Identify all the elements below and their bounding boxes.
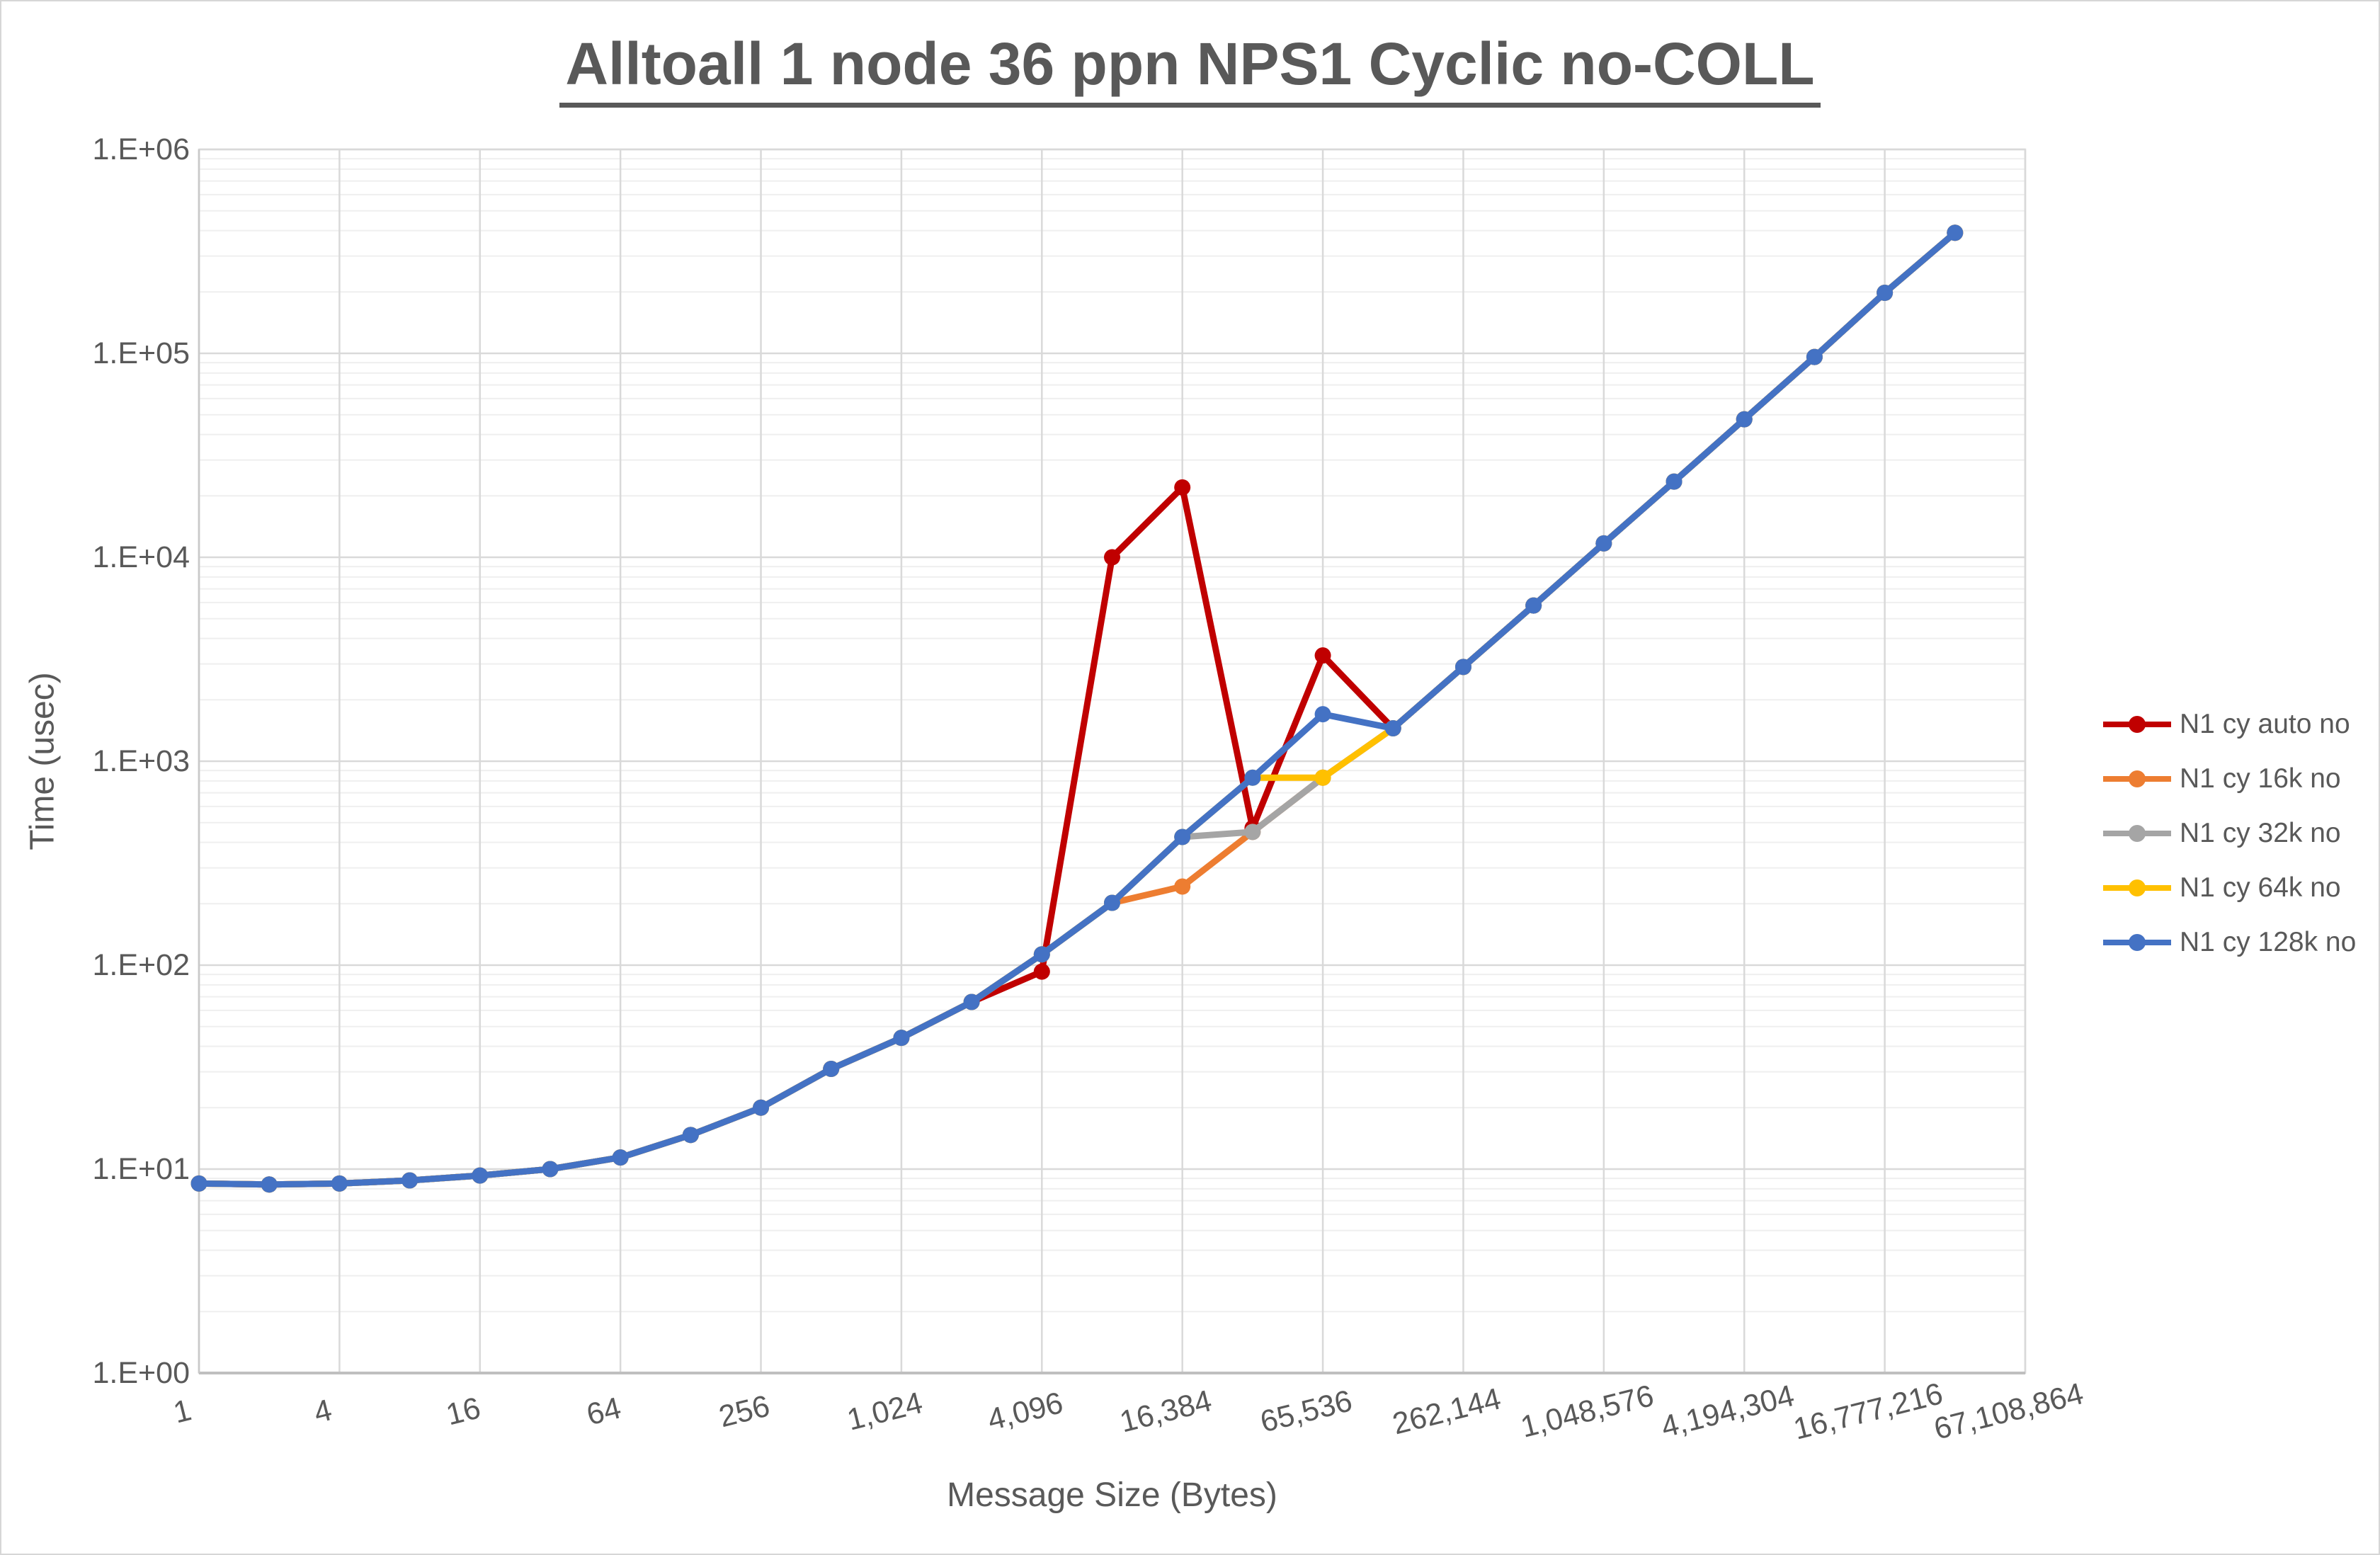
data-point-n1-cy-128k-no-32768[interactable] bbox=[1244, 769, 1261, 786]
data-point-n1-cy-128k-no-1024[interactable] bbox=[893, 1030, 910, 1047]
data-point-n1-cy-128k-no-2048[interactable] bbox=[963, 993, 980, 1010]
legend-marker-line-icon bbox=[2103, 879, 2171, 896]
data-point-n1-cy-128k-no-4096[interactable] bbox=[1033, 946, 1050, 963]
data-point-n1-cy-32k-no-32768[interactable] bbox=[1244, 824, 1261, 841]
legend-label: N1 cy 32k no bbox=[2180, 817, 2341, 848]
data-point-n1-cy-auto-no-8192[interactable] bbox=[1104, 549, 1120, 566]
x-tick-label: 16,777,216 bbox=[1790, 1377, 1946, 1447]
x-tick-label: 67,108,864 bbox=[1930, 1377, 2086, 1447]
chart-title: Alltoall 1 node 36 ppn NPS1 Cyclic no-CO… bbox=[559, 30, 1821, 108]
x-tick-label: 16,384 bbox=[1117, 1384, 1215, 1439]
y-tick-label: 1.E+05 bbox=[93, 336, 190, 370]
data-point-n1-cy-128k-no-16[interactable] bbox=[472, 1167, 489, 1184]
data-point-n1-cy-128k-no-16777216[interactable] bbox=[1877, 285, 1894, 302]
legend-label: N1 cy auto no bbox=[2180, 708, 2350, 739]
data-point-n1-cy-16k-no-16384[interactable] bbox=[1174, 878, 1191, 895]
series-line-n1-cy-64k-no bbox=[195, 229, 1959, 1188]
legend-item-auto[interactable]: N1 cy auto no bbox=[2103, 697, 2356, 751]
x-tick-label: 256 bbox=[716, 1389, 773, 1434]
x-tick-label: 1 bbox=[170, 1393, 195, 1430]
legend-marker-line-icon bbox=[2103, 824, 2171, 842]
series-line-n1-cy-auto-no bbox=[195, 229, 1959, 1188]
data-point-n1-cy-128k-no-131072[interactable] bbox=[1384, 720, 1401, 737]
data-point-n1-cy-auto-no-4096[interactable] bbox=[1033, 963, 1050, 980]
data-point-n1-cy-128k-no-2[interactable] bbox=[261, 1176, 278, 1193]
legend-marker-line-icon bbox=[2103, 715, 2171, 733]
legend-label: N1 cy 16k no bbox=[2180, 763, 2341, 794]
y-tick-label: 1.E+04 bbox=[93, 540, 190, 574]
legend-label: N1 cy 64k no bbox=[2180, 872, 2341, 903]
chart-title-wrap: Alltoall 1 node 36 ppn NPS1 Cyclic no-CO… bbox=[1, 30, 2379, 108]
data-point-n1-cy-128k-no-32[interactable] bbox=[542, 1161, 559, 1178]
x-tick-label: 1,024 bbox=[844, 1386, 926, 1437]
data-point-n1-cy-auto-no-65536[interactable] bbox=[1314, 647, 1331, 664]
data-point-n1-cy-128k-no-524288[interactable] bbox=[1525, 597, 1542, 614]
data-point-n1-cy-128k-no-256[interactable] bbox=[753, 1099, 770, 1116]
series-line-n1-cy-16k-no bbox=[195, 229, 1959, 1188]
data-point-n1-cy-128k-no-1[interactable] bbox=[190, 1175, 207, 1192]
legend-marker-line-icon bbox=[2103, 770, 2171, 787]
legend-item-128k[interactable]: N1 cy 128k no bbox=[2103, 915, 2356, 969]
data-point-n1-cy-128k-no-128[interactable] bbox=[682, 1127, 699, 1144]
y-tick-label: 1.E+06 bbox=[93, 132, 190, 166]
y-axis-title-text: Time (usec) bbox=[23, 672, 62, 850]
legend: N1 cy auto no N1 cy 16k no N1 cy 32k no … bbox=[2103, 697, 2356, 969]
data-point-n1-cy-64k-no-65536[interactable] bbox=[1314, 769, 1331, 786]
data-point-n1-cy-128k-no-8[interactable] bbox=[402, 1172, 419, 1189]
y-tick-label: 1.E+02 bbox=[93, 948, 190, 982]
data-point-n1-cy-128k-no-4194304[interactable] bbox=[1736, 411, 1753, 428]
data-point-n1-cy-128k-no-8388608[interactable] bbox=[1806, 348, 1823, 365]
x-tick-label: 4,096 bbox=[984, 1386, 1066, 1437]
data-point-n1-cy-128k-no-262144[interactable] bbox=[1454, 659, 1471, 676]
y-tick-label: 1.E+01 bbox=[93, 1152, 190, 1186]
data-point-n1-cy-128k-no-33554432[interactable] bbox=[1947, 224, 1964, 241]
legend-marker-line-icon bbox=[2103, 933, 2171, 951]
data-point-n1-cy-128k-no-1048576[interactable] bbox=[1595, 535, 1612, 552]
series-line-n1-cy-128k-no bbox=[195, 229, 1959, 1188]
x-tick-label: 1,048,576 bbox=[1518, 1379, 1657, 1445]
x-tick-label: 65,536 bbox=[1257, 1384, 1355, 1439]
x-tick-label: 64 bbox=[583, 1391, 625, 1432]
data-point-n1-cy-128k-no-64[interactable] bbox=[612, 1149, 629, 1166]
data-point-n1-cy-128k-no-16384[interactable] bbox=[1174, 828, 1191, 845]
legend-item-32k[interactable]: N1 cy 32k no bbox=[2103, 806, 2356, 860]
legend-label: N1 cy 128k no bbox=[2180, 926, 2357, 957]
data-point-n1-cy-128k-no-2097152[interactable] bbox=[1666, 473, 1682, 490]
x-tick-label: 16 bbox=[443, 1391, 484, 1432]
legend-item-64k[interactable]: N1 cy 64k no bbox=[2103, 860, 2356, 915]
y-tick-label: 1.E+03 bbox=[93, 744, 190, 778]
data-point-n1-cy-128k-no-512[interactable] bbox=[823, 1060, 840, 1077]
y-tick-label: 1.E+00 bbox=[93, 1356, 190, 1390]
data-point-n1-cy-128k-no-8192[interactable] bbox=[1104, 894, 1120, 911]
data-point-n1-cy-128k-no-4[interactable] bbox=[331, 1175, 348, 1192]
data-point-n1-cy-auto-no-16384[interactable] bbox=[1174, 479, 1191, 496]
legend-item-16k[interactable]: N1 cy 16k no bbox=[2103, 751, 2356, 806]
data-point-n1-cy-128k-no-65536[interactable] bbox=[1314, 706, 1331, 723]
series-line-n1-cy-32k-no bbox=[195, 229, 1959, 1188]
x-tick-label: 4 bbox=[311, 1393, 336, 1430]
x-tick-label: 262,144 bbox=[1389, 1382, 1504, 1441]
x-axis-title: Message Size (Bytes) bbox=[947, 1476, 1277, 1514]
x-tick-label: 4,194,304 bbox=[1658, 1379, 1797, 1445]
